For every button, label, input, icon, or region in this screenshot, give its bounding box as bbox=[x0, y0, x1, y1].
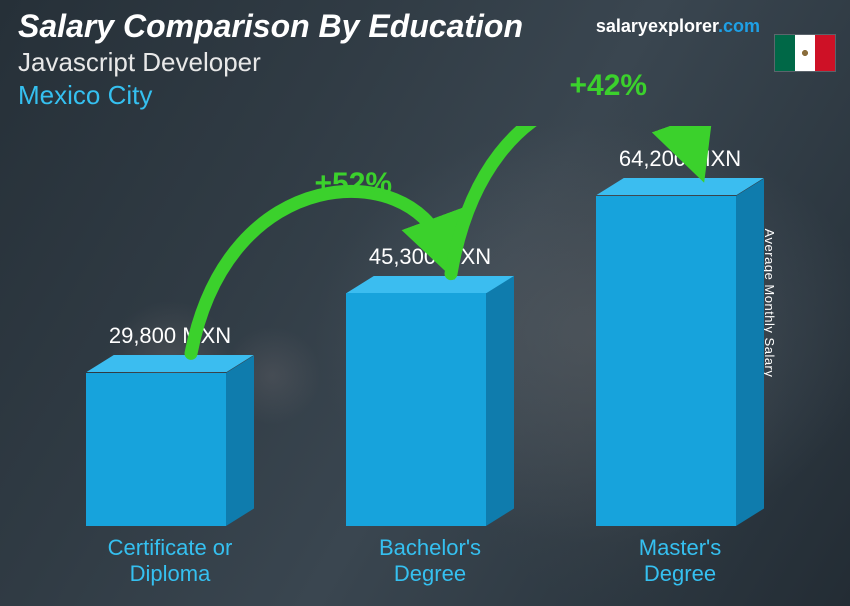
bar-value-label: 64,200 MXN bbox=[619, 146, 741, 172]
chart-location: Mexico City bbox=[18, 80, 523, 111]
chart-subtitle: Javascript Developer bbox=[18, 47, 523, 78]
chart-title: Salary Comparison By Education bbox=[18, 8, 523, 45]
header: Salary Comparison By Education Javascrip… bbox=[18, 8, 523, 111]
bar-chart: 29,800 MXN Certificate orDiploma 45,300 MX… bbox=[40, 126, 790, 586]
bar-value-label: 29,800 MXN bbox=[109, 323, 231, 349]
bar-value-label: 45,300 MXN bbox=[369, 244, 491, 270]
brand-name: salaryexplorer bbox=[596, 16, 718, 36]
bar-front-face bbox=[86, 373, 226, 526]
bar bbox=[346, 276, 514, 526]
bar-top-face bbox=[346, 276, 514, 293]
flag-stripe-green bbox=[775, 35, 795, 71]
bar-front-face bbox=[596, 196, 736, 526]
bar-top-face bbox=[596, 178, 764, 195]
bar-category-label: Master'sDegree bbox=[590, 535, 770, 586]
bar-side-face bbox=[486, 276, 514, 526]
bar-top-face bbox=[86, 355, 254, 372]
bar-side-face bbox=[226, 355, 254, 526]
brand-label: salaryexplorer.com bbox=[596, 16, 760, 37]
bar-category-label: Bachelor'sDegree bbox=[340, 535, 520, 586]
flag-stripe-white bbox=[795, 35, 815, 71]
increase-pct-label: +52% bbox=[315, 167, 393, 201]
bar bbox=[596, 179, 764, 526]
brand-domain: .com bbox=[718, 16, 760, 36]
flag-stripe-red bbox=[815, 35, 835, 71]
bar-front-face bbox=[346, 293, 486, 526]
increase-pct-label: +42% bbox=[570, 69, 648, 103]
bar-category-label: Certificate orDiploma bbox=[80, 535, 260, 586]
bar bbox=[86, 356, 254, 526]
bar-side-face bbox=[736, 178, 764, 526]
flag-icon bbox=[774, 34, 836, 72]
